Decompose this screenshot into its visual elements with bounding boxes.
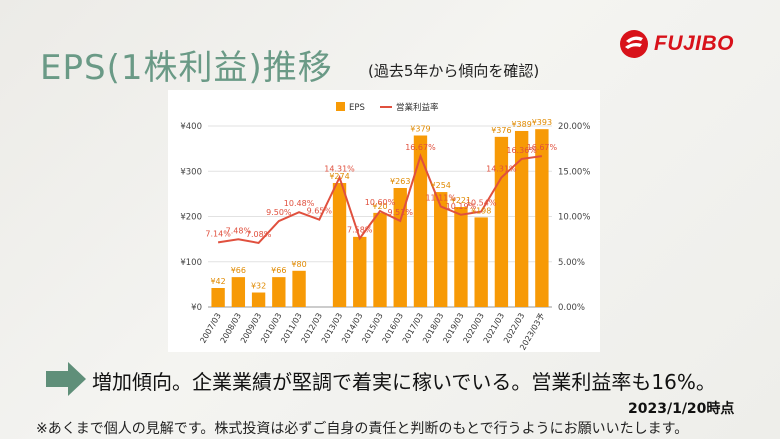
margin-data-label: 7.58% [347, 225, 373, 234]
eps-data-label: ¥393 [532, 118, 552, 127]
margin-data-label: 16.67% [405, 143, 436, 152]
eps-bar [332, 183, 347, 307]
logo-text: FUJIBO [654, 32, 735, 55]
y-left-tick-label: ¥300 [180, 167, 202, 177]
eps-data-label: ¥66 [271, 266, 286, 275]
eps-chart-svg: ¥0 ¥100 ¥200 ¥300 ¥400 0.00% 5.00% 10.00% 15.00%… [180, 102, 590, 352]
eps-data-label: ¥254 [431, 181, 451, 190]
margin-data-label: 11.11% [425, 193, 456, 202]
eps-data-label: ¥42 [210, 277, 225, 286]
y-left-tick-label: ¥100 [180, 258, 202, 268]
margin-data-label: 16.67% [527, 143, 558, 152]
eps-bar [514, 130, 529, 307]
eps-bar [535, 129, 549, 307]
eps-data-label: ¥32 [251, 282, 266, 291]
eps-bar [474, 217, 488, 307]
legend-swatch-eps [336, 102, 345, 111]
fujibo-logo-icon [620, 30, 648, 58]
eps-data-label: ¥20 [372, 202, 387, 211]
disclaimer-text: ※あくまで個人の見解です。株式投資は必ずご自身の責任と判断のもとで行うようにお願… [36, 421, 689, 437]
conclusion-text: 増加傾向。企業業績が堅調で着実に稼いでいる。営業利益率も16%。 [92, 370, 716, 394]
eps-chart: ¥0 ¥100 ¥200 ¥300 ¥400 0.00% 5.00% 10.00% 15.00%… [168, 90, 600, 352]
eps-data-label: ¥80 [291, 260, 306, 269]
eps-bar [454, 206, 468, 307]
margin-data-label: 7.14% [205, 229, 231, 238]
eps-bar [251, 292, 266, 307]
y-right-tick-label: 20.00% [558, 122, 590, 132]
eps-data-label: ¥198 [471, 206, 491, 215]
eps-data-label: ¥274 [329, 172, 349, 181]
margin-data-label: 10.54% [466, 199, 497, 208]
margin-data-label: 14.31% [486, 164, 517, 173]
page-title: EPS(1株利益)推移 [40, 48, 333, 88]
eps-data-label: ¥263 [390, 177, 410, 186]
margin-data-label: 9.50% [266, 208, 292, 217]
y-right-tick-label: 15.00% [558, 167, 590, 177]
eps-bar [231, 277, 246, 307]
margin-data-label: 10.48% [284, 199, 315, 208]
y-left-tick-label: ¥400 [180, 122, 202, 132]
y-left-tick-label: ¥0 [191, 303, 202, 313]
operating-margin-line [217, 153, 543, 245]
margin-data-label: 7.08% [246, 230, 272, 239]
legend-label-eps: EPS [349, 103, 365, 113]
margin-data-label: 14.31% [324, 164, 355, 173]
y-right-tick-label: 0.00% [558, 303, 585, 313]
eps-data-label: ¥66 [231, 266, 246, 275]
as-of-date: 2023/1/20時点 [628, 401, 735, 417]
eps-bar [353, 236, 367, 307]
eps-bar [393, 187, 407, 307]
margin-data-label: 7.48% [226, 226, 252, 235]
eps-bar [373, 212, 387, 307]
eps-bar [413, 135, 428, 307]
fujibo-logo: FUJIBO [618, 26, 750, 62]
y-right-tick-label: 5.00% [558, 258, 585, 268]
eps-data-label: ¥389 [511, 120, 531, 129]
eps-bar [211, 287, 225, 307]
margin-data-label: 9.65% [307, 207, 333, 216]
eps-data-label: ¥379 [410, 125, 430, 134]
arrow-right-icon [46, 362, 86, 396]
eps-bar [434, 192, 448, 307]
eps-bar [494, 136, 509, 307]
legend-label-margin: 営業利益率 [396, 102, 439, 113]
page-subtitle: (過去5年から傾向を確認) [368, 62, 540, 80]
margin-data-label: 16.36% [506, 146, 537, 155]
eps-bar [292, 270, 306, 307]
eps-bar [272, 277, 286, 307]
margin-data-label: 9.51% [388, 208, 414, 217]
y-left-tick-label: ¥200 [180, 213, 202, 223]
eps-data-label: ¥221 [451, 196, 471, 205]
eps-data-label: ¥376 [491, 126, 511, 135]
y-right-tick-label: 10.00% [558, 213, 590, 223]
margin-data-label: 10.19% [446, 202, 477, 211]
margin-data-label: 10.60% [365, 198, 396, 207]
